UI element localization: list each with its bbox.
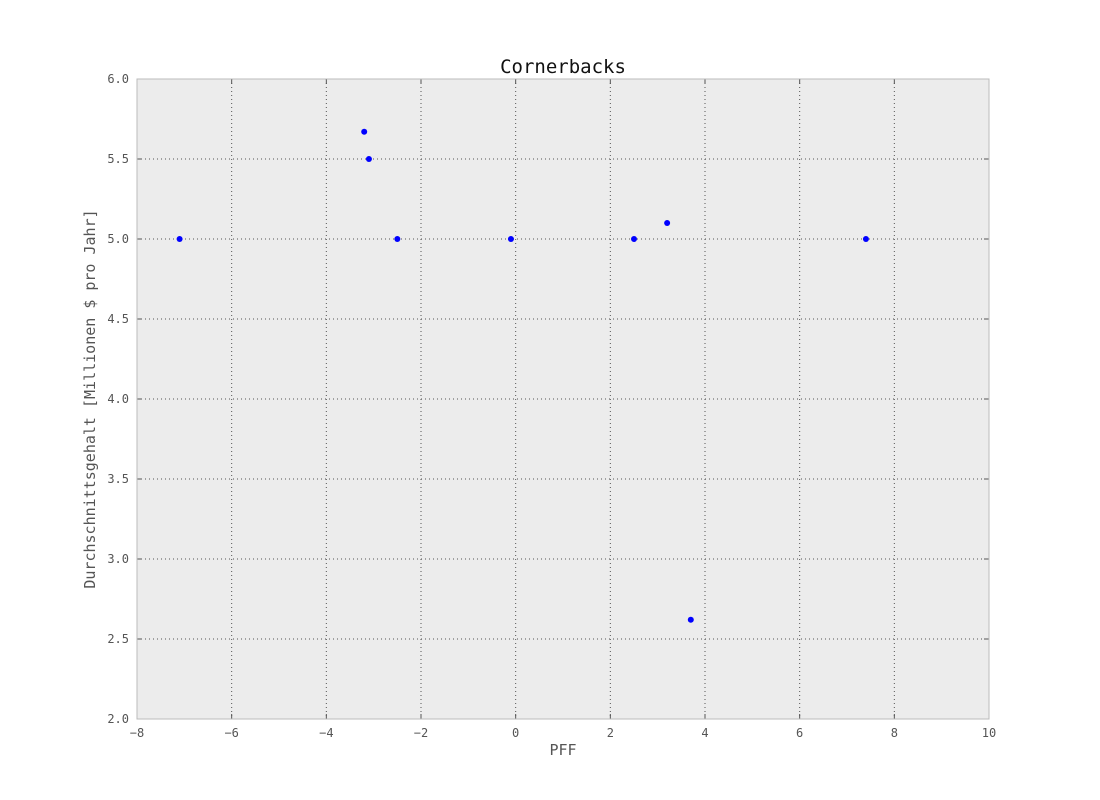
plot-area bbox=[137, 79, 989, 719]
x-tick-label: −8 bbox=[130, 726, 144, 740]
x-tick-labels: −8 −6 −4 −2 0 2 4 6 8 10 bbox=[130, 726, 996, 740]
x-tick-label: −4 bbox=[319, 726, 333, 740]
y-tick-label: 5.5 bbox=[107, 152, 129, 166]
y-axis-label: Durchschnittsgehalt [Millionen $ pro Jah… bbox=[81, 209, 99, 588]
x-tick-label: 2 bbox=[607, 726, 614, 740]
scatter-point bbox=[664, 220, 671, 226]
x-tick-label: 0 bbox=[512, 726, 519, 740]
plot-frame bbox=[136, 78, 990, 720]
scatter-point bbox=[507, 236, 514, 242]
x-tick-label: 6 bbox=[796, 726, 803, 740]
x-tick-label: 10 bbox=[982, 726, 996, 740]
scatter-point bbox=[176, 236, 183, 242]
x-tick-label: 4 bbox=[701, 726, 708, 740]
y-tick-labels: 2.0 2.5 3.0 3.5 4.0 4.5 5.0 5.5 6.0 bbox=[107, 72, 129, 726]
y-tick-label: 3.5 bbox=[107, 472, 129, 486]
x-axis-label: PFF bbox=[549, 741, 576, 759]
y-tick-label: 4.5 bbox=[107, 312, 129, 326]
scatter-point bbox=[862, 236, 869, 242]
y-tick-label: 6.0 bbox=[107, 72, 129, 86]
scatter-point bbox=[365, 156, 372, 162]
y-tick-label: 4.0 bbox=[107, 392, 129, 406]
scatter-point bbox=[361, 128, 368, 135]
y-tick-label: 2.5 bbox=[107, 632, 129, 646]
scatter-point bbox=[687, 616, 694, 623]
grid bbox=[137, 79, 989, 719]
y-tick-label: 2.0 bbox=[107, 712, 129, 726]
scatter-point bbox=[631, 236, 637, 242]
y-tick-label: 3.0 bbox=[107, 552, 129, 566]
x-tick-label: −2 bbox=[414, 726, 428, 740]
x-tick-label: 8 bbox=[891, 726, 898, 740]
scatter-point bbox=[394, 236, 401, 242]
y-tick-label: 5.0 bbox=[107, 232, 129, 246]
x-tick-label: −6 bbox=[224, 726, 238, 740]
chart-title: Cornerbacks bbox=[500, 56, 626, 78]
data-points bbox=[176, 128, 869, 623]
